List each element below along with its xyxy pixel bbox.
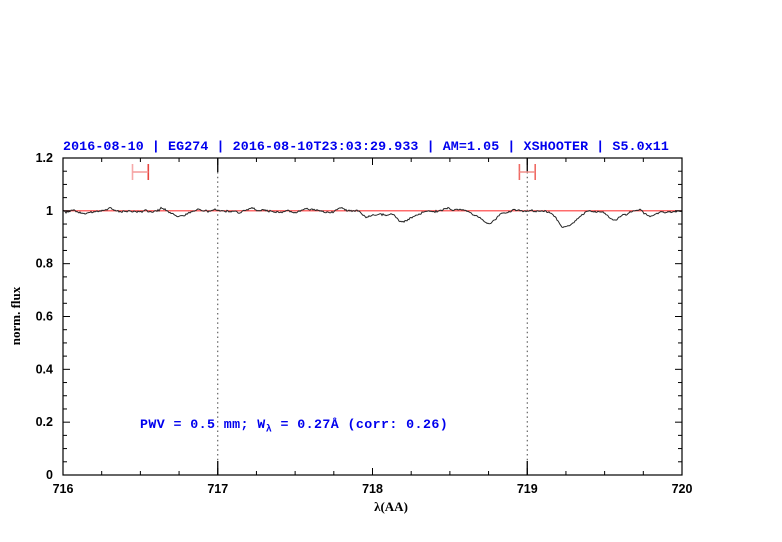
svg-text:720: 720	[672, 482, 693, 496]
svg-text:0.6: 0.6	[36, 310, 53, 324]
svg-text:717: 717	[207, 482, 228, 496]
svg-text:1.2: 1.2	[36, 151, 53, 165]
svg-text:718: 718	[362, 482, 383, 496]
svg-text:719: 719	[517, 482, 538, 496]
svg-text:0.4: 0.4	[36, 362, 53, 376]
svg-text:norm. flux: norm. flux	[8, 286, 23, 345]
svg-text:0.2: 0.2	[36, 415, 53, 429]
svg-text:716: 716	[53, 482, 74, 496]
svg-text:0.8: 0.8	[36, 257, 53, 271]
svg-text:0: 0	[46, 468, 53, 482]
svg-text:1: 1	[46, 204, 53, 218]
